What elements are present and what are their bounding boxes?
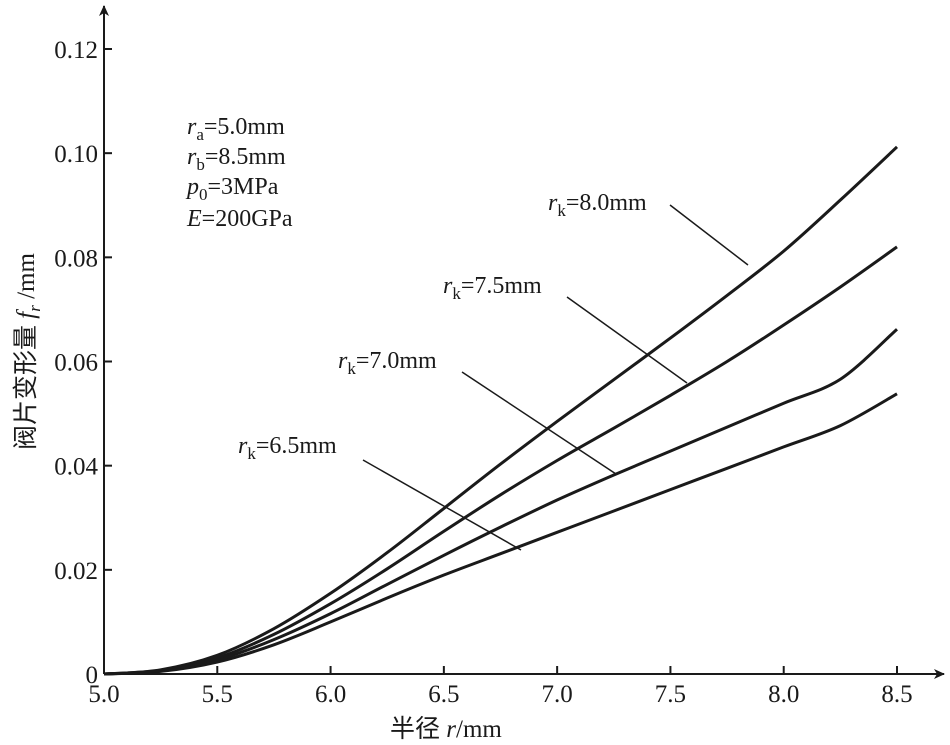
series-line-2 [103, 245, 898, 676]
series-line-0 [103, 392, 898, 676]
curve-label-rk-7-0: rk=7.0mm [338, 348, 437, 378]
y-axis-title: 阀片变形量 fr /mm [12, 253, 44, 450]
param-p0: p0=3MPa [185, 174, 279, 204]
y-ticks: 0 0.02 0.04 0.06 0.08 0.10 0.12 [54, 37, 112, 689]
curve-label-rk-6-5: rk=6.5mm [238, 433, 337, 463]
series-line-1 [103, 328, 898, 676]
curve-label-rk-8-0: rk=8.0mm [548, 190, 647, 220]
param-e: E=200GPa [186, 206, 293, 232]
param-rb: rb=8.5mm [187, 144, 286, 174]
parameter-block: ra=5.0mm rb=8.5mm p0=3MPa E=200GPa [185, 114, 293, 232]
label-leaders [362, 204, 749, 551]
x-tick-label: 8.5 [881, 681, 912, 708]
leader-line-3 [362, 459, 522, 551]
x-axis-title: 半径 r/mm [390, 715, 502, 743]
curve-label-rk-7-5: rk=7.5mm [443, 273, 542, 303]
x-ticks: 5.0 5.5 6.0 6.5 7.0 7.5 8.0 8.5 [88, 666, 913, 708]
y-tick-label: 0.12 [54, 37, 98, 64]
x-tick-label: 5.5 [202, 681, 233, 708]
param-ra: ra=5.0mm [187, 114, 285, 144]
y-tick-label: 0.06 [54, 350, 98, 377]
series-line-3 [103, 145, 899, 676]
leader-line-0 [669, 204, 749, 266]
x-tick-label: 7.0 [542, 681, 573, 708]
series-lines [103, 145, 899, 676]
x-tick-label: 5.0 [88, 681, 119, 708]
y-tick-label: 0.04 [54, 454, 98, 481]
y-tick-label: 0 [86, 662, 99, 689]
x-tick-label: 8.0 [768, 681, 799, 708]
x-tick-label: 6.0 [315, 681, 346, 708]
leader-line-1 [566, 296, 688, 384]
y-tick-label: 0.10 [54, 141, 98, 168]
y-tick-label: 0.02 [54, 558, 98, 585]
x-tick-label: 6.5 [428, 681, 459, 708]
y-tick-label: 0.08 [54, 245, 98, 272]
leader-line-2 [461, 371, 617, 475]
x-tick-label: 7.5 [655, 681, 686, 708]
